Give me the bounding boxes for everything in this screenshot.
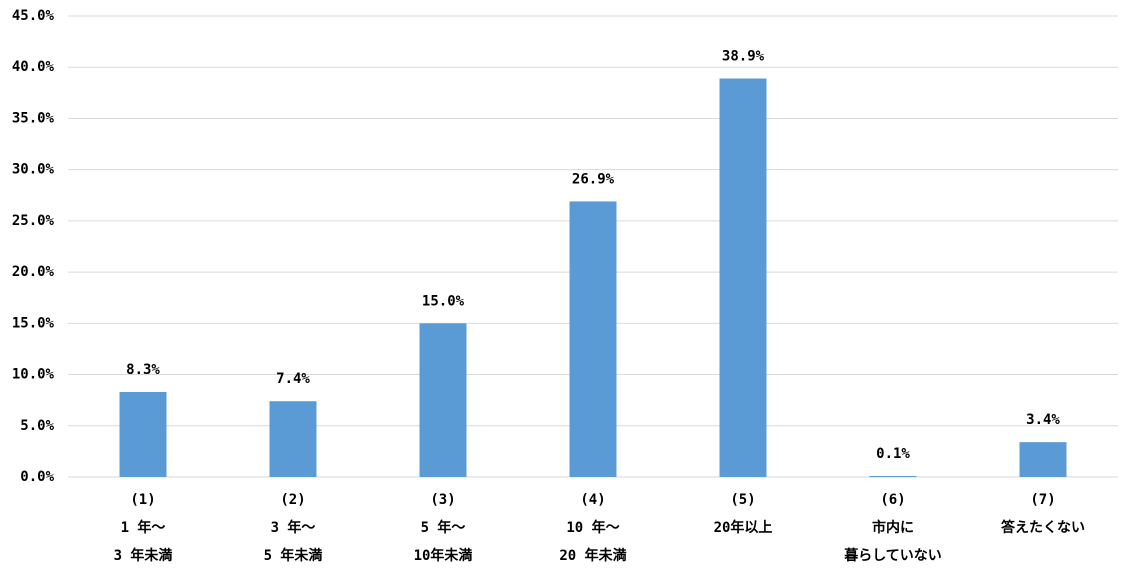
x-tick-label: (1) xyxy=(130,492,155,508)
y-tick-label: 10.0% xyxy=(12,367,55,383)
y-tick-label: 0.0% xyxy=(20,469,54,485)
value-label: 26.9% xyxy=(572,171,615,187)
x-tick-label: 20年以上 xyxy=(714,519,773,536)
bar xyxy=(119,391,167,477)
value-label: 3.4% xyxy=(1026,412,1060,428)
x-tick-label: 20 年未満 xyxy=(559,547,626,564)
x-tick-label: 1 年～ xyxy=(121,519,166,536)
bar xyxy=(719,78,767,477)
x-tick-label: 5 年未満 xyxy=(264,547,323,564)
y-tick-label: 40.0% xyxy=(12,59,55,75)
y-tick-label: 25.0% xyxy=(12,213,55,229)
bar xyxy=(569,201,617,477)
y-tick-label: 45.0% xyxy=(12,8,55,24)
x-tick-label: 3 年～ xyxy=(271,519,316,536)
x-tick-label: (7) xyxy=(1030,492,1055,508)
x-tick-label: (4) xyxy=(580,492,605,508)
y-tick-label: 15.0% xyxy=(12,315,55,331)
y-tick-label: 20.0% xyxy=(12,264,55,280)
value-label: 7.4% xyxy=(276,371,310,387)
value-label: 0.1% xyxy=(876,446,910,462)
bar xyxy=(269,401,317,477)
x-tick-label: (2) xyxy=(280,492,305,508)
bar xyxy=(419,323,467,477)
x-tick-label: (3) xyxy=(430,492,455,508)
value-label: 8.3% xyxy=(126,362,160,378)
y-tick-label: 35.0% xyxy=(12,110,55,126)
value-label: 38.9% xyxy=(722,48,765,64)
y-tick-label: 5.0% xyxy=(20,418,54,434)
bar xyxy=(1019,442,1067,477)
x-tick-label: (6) xyxy=(880,492,905,508)
x-tick-label: 答えたくない xyxy=(1001,519,1085,536)
x-tick-label: 暮らしていない xyxy=(843,547,942,564)
x-tick-label: 5 年～ xyxy=(421,519,466,536)
x-tick-label: (5) xyxy=(730,492,755,508)
bar xyxy=(869,475,917,477)
y-tick-label: 30.0% xyxy=(12,162,55,178)
x-tick-label: 10 年～ xyxy=(566,519,619,536)
x-tick-label: 3 年未満 xyxy=(114,547,173,564)
value-label: 15.0% xyxy=(422,293,465,309)
x-tick-label: 市内に xyxy=(872,519,914,536)
x-tick-label: 10年未満 xyxy=(414,547,473,564)
